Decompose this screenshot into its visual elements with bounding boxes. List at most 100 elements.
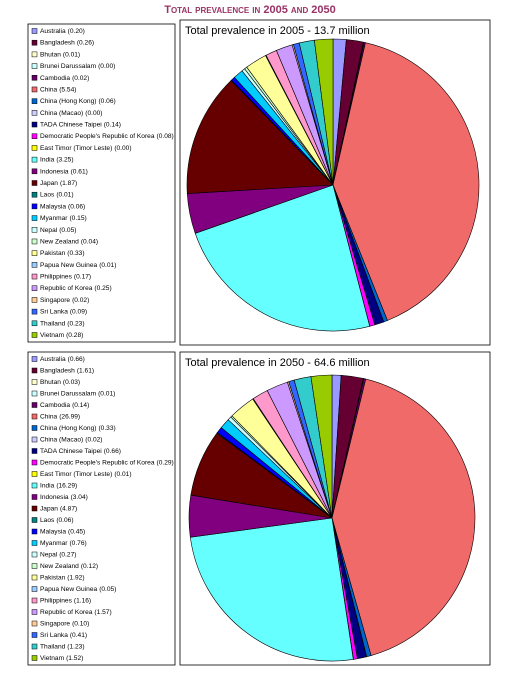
legend-label: Australia (0.66) [40,356,85,363]
legend-label: Brunei Darussalam (0.01) [40,390,115,397]
legend-swatch [31,402,38,408]
legend-value: (0.27) [59,551,76,558]
legend-label: Pakistan (0.33) [40,250,85,257]
legend-category: Nepal [40,227,58,234]
legend-swatch [31,540,38,546]
legend-category: Pakistan [40,574,66,581]
legend-value: (0.00) [85,110,102,117]
legend-label: India (3.25) [40,156,74,163]
legend-value: (0.14) [72,402,89,409]
legend-box [27,351,176,666]
legend-swatch [31,121,38,128]
legend-swatch [31,425,38,431]
legend-category: Laos [40,517,55,524]
legend-label: East Timor (Timor Leste) (0.00) [40,145,132,152]
legend-category: China (Hong Kong) [40,425,96,432]
legend-category: China [40,86,58,93]
legend-label: Vietnam (1.52) [40,655,83,662]
pie-slice [189,517,354,662]
legend-value: (0.08) [157,133,174,140]
legend-value: (1.92) [67,574,84,581]
legend-label: Papua New Guinea (0.05) [40,586,116,593]
legend-value: (1.61) [77,367,94,374]
pie-slice [194,184,371,332]
legend-value: (0.14) [104,121,121,128]
legend-category: TADA Chinese Taipei [40,121,102,128]
legend-label: Philippines (0.17) [40,273,91,280]
legend-label: East Timor (Timor Leste) (0.01) [40,471,132,478]
legend-swatch [31,63,38,69]
legend-swatch [31,390,38,397]
legend-category: Cambodia [40,75,70,82]
legend-swatch [31,505,38,512]
legend-swatch [31,597,38,604]
legend-value: (0.01) [98,390,115,397]
legend-category: Vietnam [40,655,65,662]
legend-value: (0.09) [70,308,87,315]
legend-swatch [31,609,38,615]
chart-title: Total prevalence in 2050 - 64.6 million [185,357,370,369]
legend-value: (0.23) [67,320,84,327]
legend-label: TADA Chinese Taipei (0.66) [40,448,121,455]
legend-category: TADA Chinese Taipei [40,448,102,455]
legend-swatch [31,494,38,500]
legend-value: (0.00) [98,63,115,70]
legend-category: Cambodia [40,402,70,409]
legend-category: Philippines [40,597,73,604]
legend-swatch [31,632,38,638]
legend-label: Brunei Darussalam (0.00) [40,63,115,70]
legend-swatch [31,285,38,291]
legend-category: Indonesia [40,494,69,501]
legend-value: (3.25) [56,156,73,163]
legend-value: (0.05) [99,586,116,593]
legend-label: Bhutan (0.01) [40,51,80,58]
legend-category: Nepal [40,551,58,558]
legend-value: (0.06) [56,517,73,524]
legend-swatch [31,332,38,338]
legend-value: (26.99) [59,413,80,420]
legend-value: (0.28) [66,332,83,339]
legend-category: Republic of Korea [40,285,93,292]
legend-swatch [31,367,38,374]
legend-value: (0.01) [63,51,80,58]
chart-title: Total prevalence in 2005 - 13.7 million [185,25,370,37]
legend-value: (0.25) [94,285,111,292]
legend-label: Republic of Korea (0.25) [40,285,112,292]
legend-category: Laos [40,191,55,198]
legend-label: Singapore (0.02) [40,297,89,304]
legend-value: (1.87) [60,180,77,187]
legend-value: (0.15) [69,215,86,222]
legend-label: Bhutan (0.03) [40,379,80,386]
legend-category: New Zealand [40,563,79,570]
legend-value: (3.04) [71,494,88,501]
pie-slice [332,42,480,321]
legend-value: (0.05) [59,227,76,234]
legend-value: (0.61) [71,168,88,175]
legend-label: Pakistan (1.92) [40,574,85,581]
legend-swatch [31,563,38,569]
legend-label: India (16.29) [40,482,77,489]
legend-value: (0.12) [81,563,98,570]
legend-swatch [31,98,38,104]
page-title: Total prevalence in 2005 and 2050 [164,4,336,16]
legend-swatch [31,643,38,650]
legend-category: Singapore [40,297,70,304]
pie-slice [186,80,334,194]
legend-value: (0.10) [72,620,89,627]
legend-swatch [31,215,38,221]
legend-label: Cambodia (0.02) [40,75,89,82]
legend-category: Singapore [40,620,70,627]
legend-category: China (Macao) [40,436,83,443]
legend-value: (0.00) [114,145,131,152]
legend-category: Bangladesh [40,39,75,46]
legend-value: (0.03) [63,379,80,386]
pie-slice [331,378,476,656]
legend-value: (0.02) [85,436,102,443]
legend-swatch [31,110,38,116]
legend-label: Bangladesh (0.26) [40,39,94,46]
legend-swatch [31,586,38,592]
legend-swatch [31,413,38,420]
legend-category: India [40,156,55,163]
legend-swatch [31,436,38,443]
